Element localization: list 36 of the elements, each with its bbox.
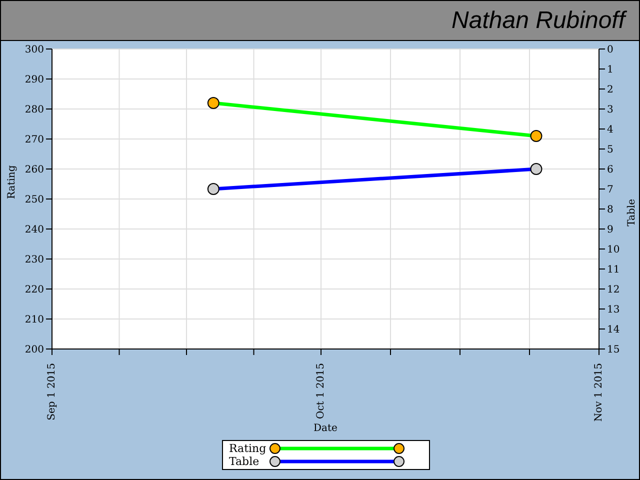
y2-tick-label: 6 <box>607 164 614 176</box>
y-tick-label: 210 <box>24 314 44 326</box>
y-tick-label: 230 <box>24 254 44 266</box>
y-axis-title: Rating <box>6 164 18 199</box>
y2-tick-label: 0 <box>607 44 614 56</box>
y2-tick-label: 14 <box>607 324 620 336</box>
y2-tick-label: 3 <box>607 104 614 116</box>
y-tick-label: 290 <box>24 74 44 86</box>
y2-tick-label: 13 <box>607 304 620 316</box>
y-tick-label: 250 <box>24 194 44 206</box>
chart-title: Nathan Rubinoff <box>1 1 639 41</box>
y2-tick-label: 15 <box>607 344 620 356</box>
y2-tick-label: 10 <box>607 244 620 256</box>
y-tick-label: 260 <box>24 164 44 176</box>
y2-tick-label: 5 <box>607 144 614 156</box>
y2-tick-label: 12 <box>607 284 620 296</box>
x-tick-label: Oct 1 2015 <box>316 363 327 419</box>
y-tick-label: 270 <box>24 134 44 146</box>
y2-tick-label: 11 <box>607 264 620 276</box>
x-tick-label: Nov 1 2015 <box>594 363 604 422</box>
y-tick-label: 280 <box>24 104 44 116</box>
x-tick-label: Sep 1 2015 <box>46 363 58 420</box>
y2-tick-label: 4 <box>607 124 614 136</box>
y2-tick-label: 7 <box>607 184 614 196</box>
y-tick-label: 200 <box>24 344 44 356</box>
y2-tick-label: 1 <box>607 64 614 76</box>
y-tick-label: 220 <box>24 284 44 296</box>
x-axis-title: Date <box>314 423 338 434</box>
legend-label: Table <box>229 455 260 468</box>
y2-axis-title: Table <box>626 198 638 226</box>
y2-tick-label: 2 <box>607 84 614 96</box>
y2-tick-label: 9 <box>607 224 614 236</box>
y-tick-label: 240 <box>24 224 44 236</box>
y-tick-label: 300 <box>24 44 44 56</box>
legend-label: Rating <box>229 442 267 455</box>
y2-tick-label: 8 <box>607 204 614 216</box>
